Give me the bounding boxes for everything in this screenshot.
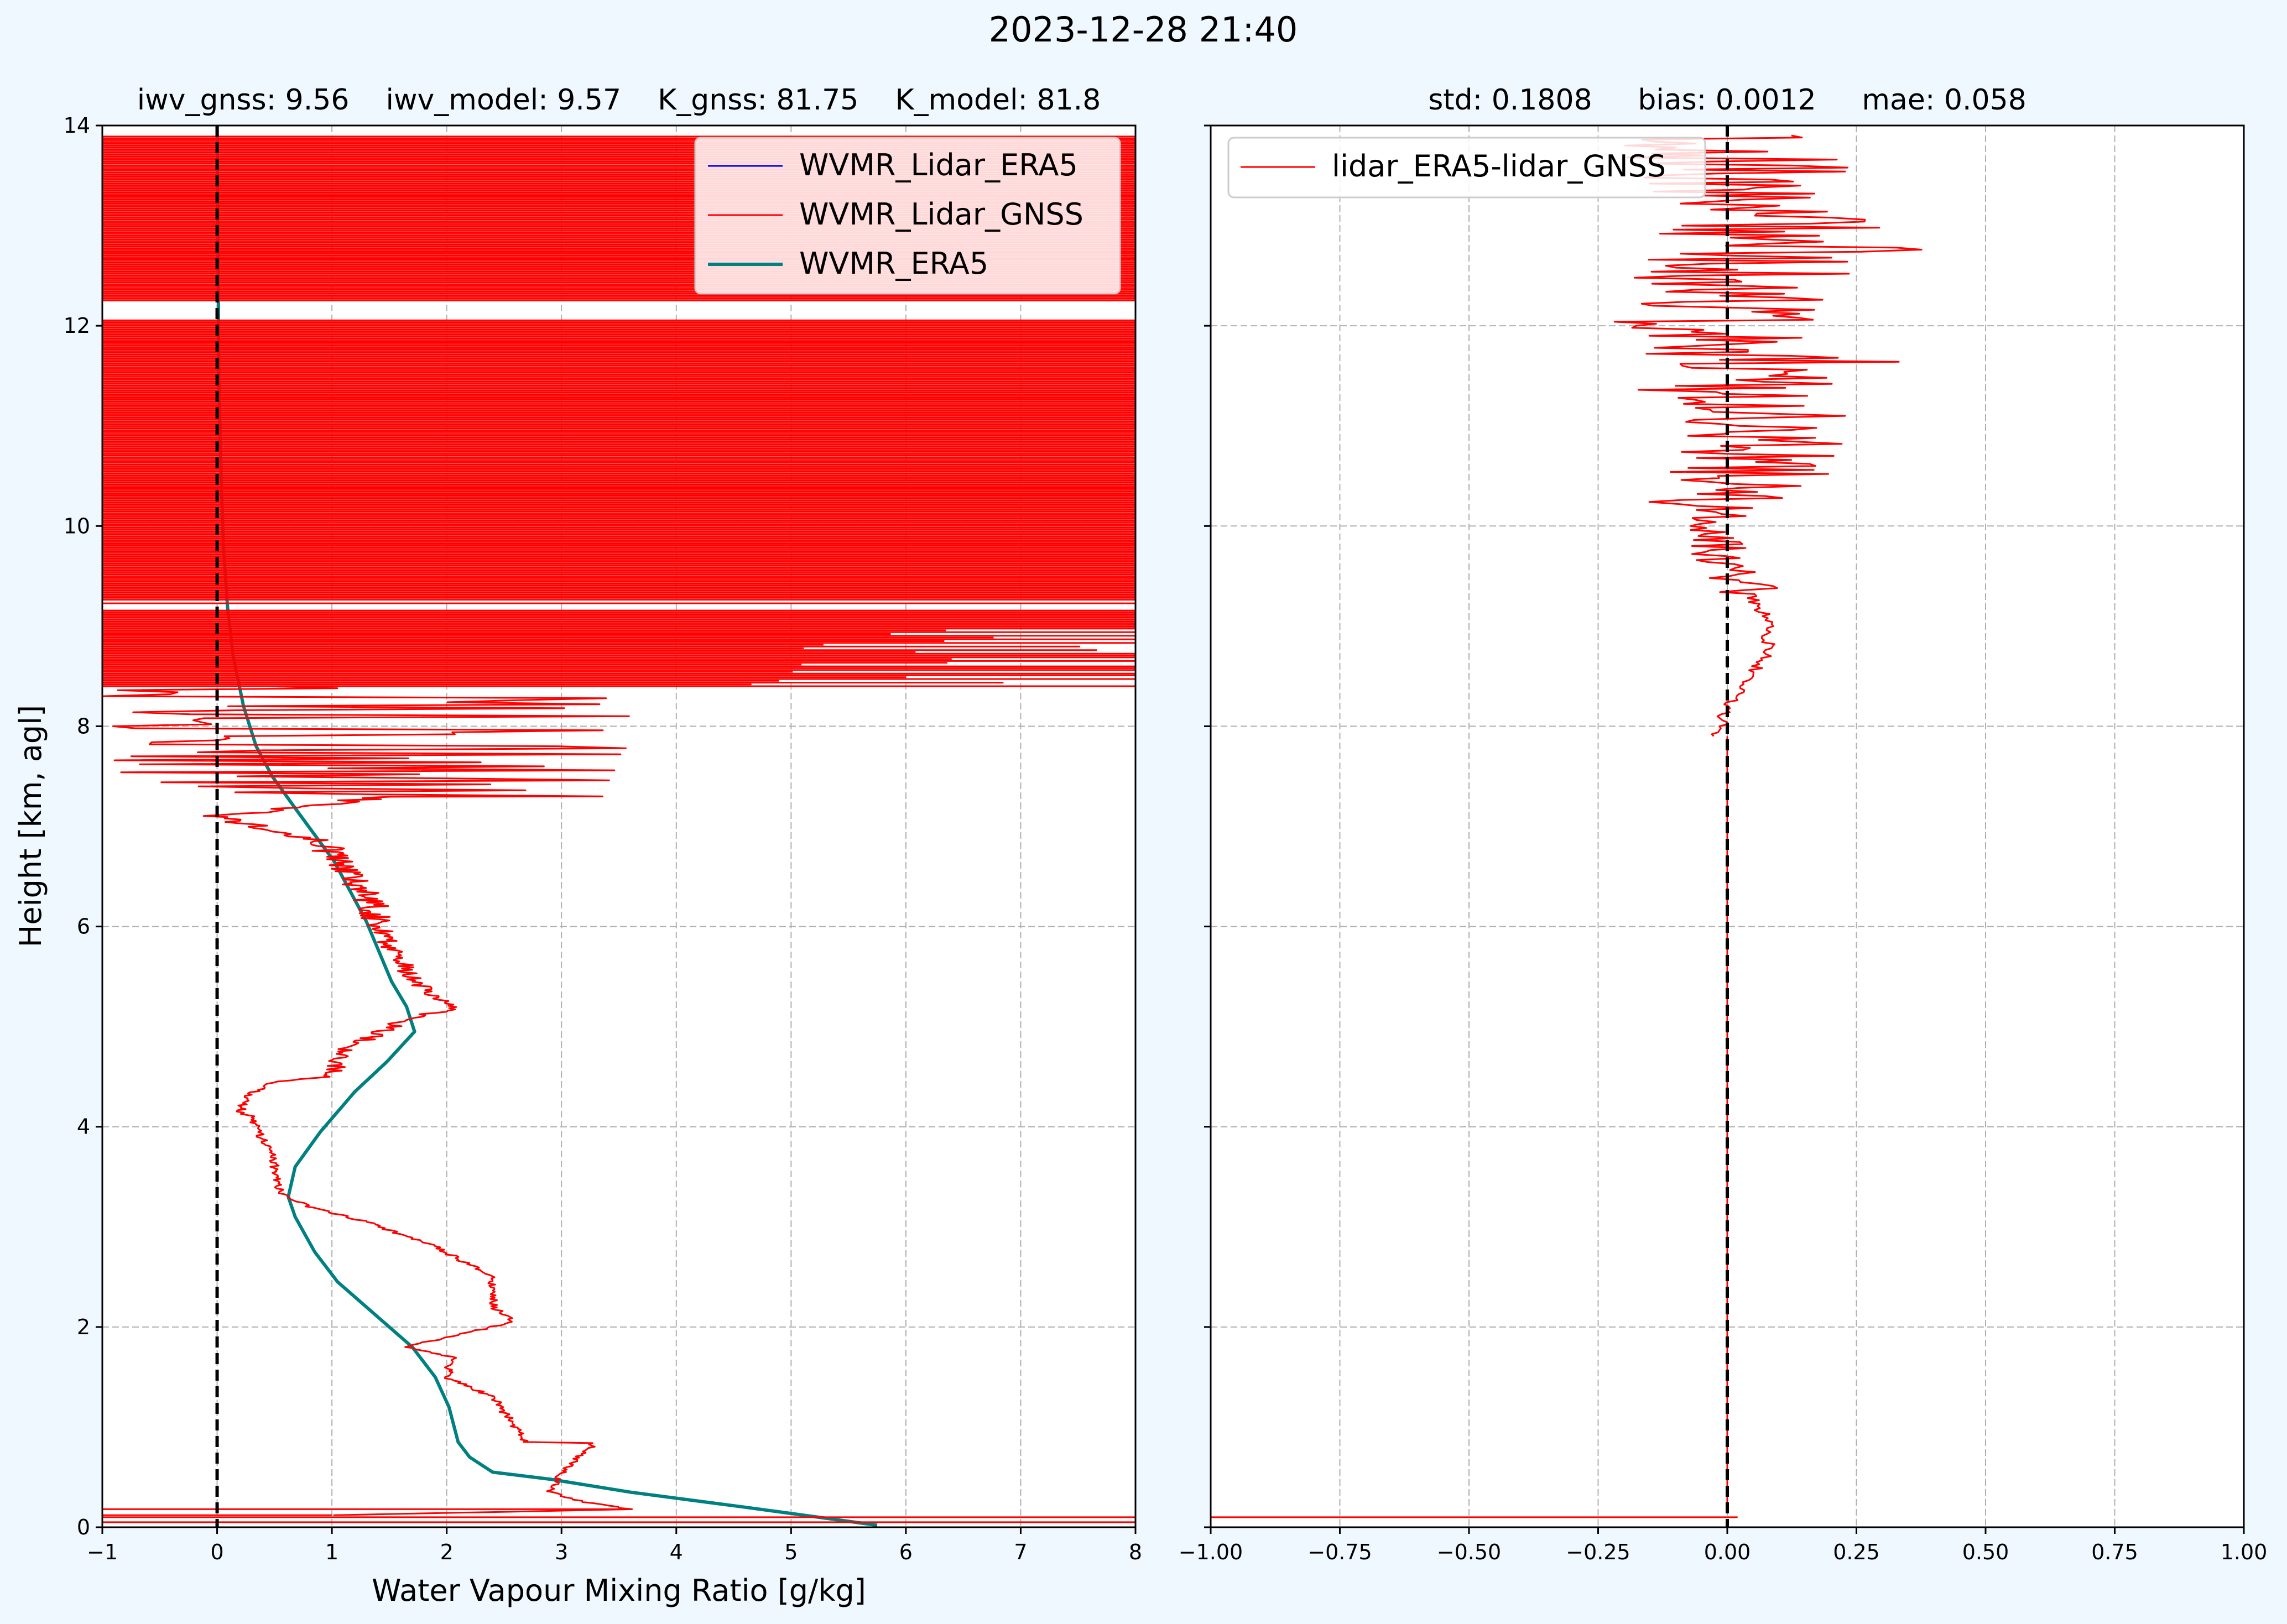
legend-label-wvmr-lidar-gnss: WVMR_Lidar_GNSS xyxy=(799,197,1083,232)
legend-label-lidar-era5-lidar-gnss: lidar_ERA5-lidar_GNSS xyxy=(1332,149,1666,184)
left-x-tick-label: −1 xyxy=(87,1540,118,1564)
right-chart: −1.00 −0.75 −0.50 −0.25 0.00 0.25 0.50 0.75 1.00… xyxy=(1179,83,2268,1564)
left-x-tick-label: 2 xyxy=(440,1540,454,1564)
right-y-ticks xyxy=(1204,124,1211,1528)
left-plot-area xyxy=(102,126,1135,1527)
series-lidar-era5-lidar-gnss-line xyxy=(1613,134,1923,737)
left-x-tick-label: 3 xyxy=(555,1540,568,1564)
left-x-axis-label: Water Vapour Mixing Ratio [g/kg] xyxy=(372,1573,866,1608)
right-x-tick-label: 1.00 xyxy=(2221,1540,2268,1564)
left-y-tick-label: 2 xyxy=(77,1315,90,1339)
left-y-tick-label: 0 xyxy=(77,1515,90,1539)
left-y-ticks: 0 2 4 6 8 10 12 14 xyxy=(64,113,102,1539)
left-y-axis-label: Height [km, agl] xyxy=(13,705,48,947)
legend-label-wvmr-era5: WVMR_ERA5 xyxy=(799,246,988,281)
left-x-tick-label: 4 xyxy=(670,1540,683,1564)
left-legend: WVMR_Lidar_ERA5 WVMR_Lidar_GNSS WVMR_ERA… xyxy=(694,137,1121,295)
left-plot-frame xyxy=(101,124,1137,1528)
right-legend-box xyxy=(1227,137,1706,199)
left-y-tick-label: 8 xyxy=(77,714,90,738)
left-y-tick-label: 10 xyxy=(64,514,90,538)
left-legend-box xyxy=(694,137,1121,295)
right-x-tick-label: 0.00 xyxy=(1704,1540,1751,1564)
right-x-tick-label: 0.25 xyxy=(1833,1540,1880,1564)
left-panel-title: iwv_gnss: 9.56 iwv_model: 9.57 K_gnss: 8… xyxy=(137,83,1101,117)
right-x-tick-label: −0.50 xyxy=(1437,1540,1501,1564)
figure-title: 2023-12-28 21:40 xyxy=(989,9,1298,50)
right-x-tick-label: 0.50 xyxy=(1962,1540,2009,1564)
right-x-tick-label: 0.75 xyxy=(2091,1540,2138,1564)
left-x-tick-label: 5 xyxy=(784,1540,798,1564)
right-legend: lidar_ERA5-lidar_GNSS xyxy=(1227,137,1706,199)
left-y-tick-label: 6 xyxy=(77,915,90,939)
left-y-tick-label: 14 xyxy=(64,113,90,138)
left-x-tick-label: 6 xyxy=(899,1540,913,1564)
right-x-tick-label: −0.75 xyxy=(1307,1540,1372,1564)
series-wvmr-lidar-gnss-line xyxy=(102,685,633,1516)
right-x-tick-label: −0.25 xyxy=(1566,1540,1630,1564)
left-x-tick-label: 7 xyxy=(1014,1540,1027,1564)
left-x-tick-label: 0 xyxy=(210,1540,223,1564)
right-panel-title: std: 0.1808 bias: 0.0012 mae: 0.058 xyxy=(1428,83,2026,117)
left-x-tick-label: 1 xyxy=(325,1540,338,1564)
right-x-tick-label: −1.00 xyxy=(1179,1540,1243,1564)
left-y-tick-label: 12 xyxy=(64,314,90,338)
left-y-tick-label: 4 xyxy=(77,1115,90,1139)
left-x-ticks: −1 0 1 2 3 4 5 6 7 8 xyxy=(87,1527,1142,1564)
right-x-ticks: −1.00 −0.75 −0.50 −0.25 0.00 0.25 0.50 0.75 1.00 xyxy=(1179,1527,2268,1564)
left-x-tick-label: 8 xyxy=(1129,1540,1142,1564)
legend-label-wvmr-lidar-era5: WVMR_Lidar_ERA5 xyxy=(799,148,1078,182)
